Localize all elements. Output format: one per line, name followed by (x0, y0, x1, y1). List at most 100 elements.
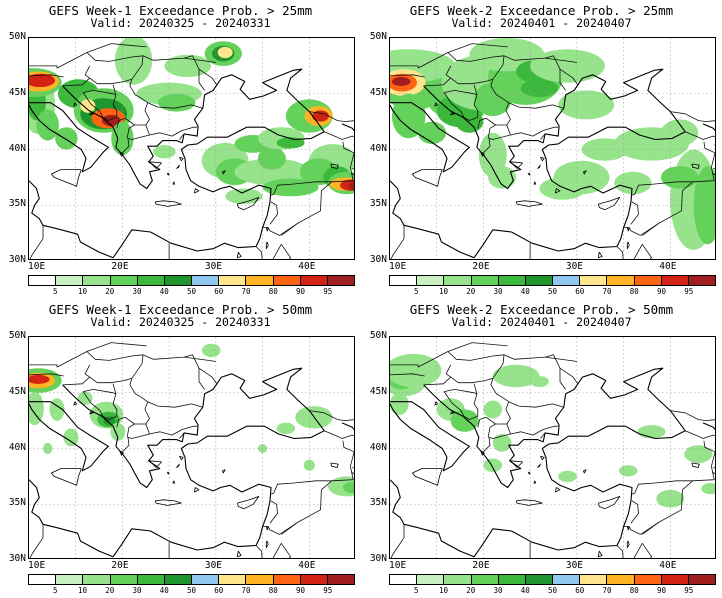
probability-shade-region (618, 465, 638, 477)
colorbar-label: 50 (547, 586, 558, 595)
island-outline (222, 469, 226, 474)
lat-label: 45N (369, 385, 387, 397)
colorbar-label: 30 (493, 287, 503, 296)
island-outline (149, 161, 162, 169)
probability-shade-region (483, 400, 503, 419)
colorbar-label: 50 (186, 287, 197, 296)
panel-title: GEFS Week-1 Exceedance Prob. > 25mm (48, 3, 313, 18)
lon-label: 40E (659, 261, 677, 272)
border-line (714, 152, 715, 154)
border-line (477, 416, 496, 428)
colorbar-label: 10 (438, 287, 449, 296)
lon-label: 30E (204, 261, 223, 272)
island-outline (119, 450, 124, 456)
lat-label: 45N (369, 86, 387, 98)
island-outline (411, 468, 443, 486)
lon-label: 10E (389, 261, 407, 272)
border-line (272, 243, 292, 259)
lat-label: 35N (8, 198, 26, 210)
island-outline (411, 169, 443, 187)
island-outline (626, 540, 630, 549)
colorbar-swatch (246, 276, 274, 285)
colorbar-swatch (498, 575, 526, 584)
lat-label: 40N (369, 441, 387, 453)
island-outline (330, 462, 339, 468)
border-line (184, 57, 216, 63)
island-outline (480, 450, 485, 456)
coastline (702, 123, 715, 132)
lon-label: 10E (28, 560, 46, 571)
panel-title: GEFS Week-1 Exceedance Prob. > 50mm (48, 302, 313, 317)
island-outline (166, 471, 170, 475)
lat-label: 35N (369, 198, 387, 210)
lat-label: 30N (369, 553, 387, 564)
colorbar-label: 40 (159, 586, 169, 595)
colorbar-swatch (219, 575, 247, 584)
border-line (490, 55, 509, 104)
colorbar-label: 30 (132, 586, 142, 595)
border-line (447, 351, 505, 361)
colorbar-swatch (164, 276, 193, 285)
border-line (445, 65, 493, 85)
coastline (29, 367, 325, 558)
colorbar-label: 10 (438, 586, 449, 595)
border-line (122, 433, 150, 453)
lat-label: 40N (8, 441, 26, 453)
border-line (616, 545, 624, 558)
border-line (126, 423, 146, 438)
island-outline (351, 168, 354, 176)
border-line (269, 201, 278, 225)
border-line (390, 373, 425, 377)
colorbar-swatch (56, 276, 84, 285)
lat-label: 30N (8, 254, 26, 265)
island-outline (265, 526, 269, 531)
colorbar-label: 40 (520, 287, 530, 296)
island-outline (597, 196, 621, 211)
probability-shade-region (36, 109, 59, 141)
colorbar-swatch (525, 276, 554, 285)
border-line (84, 364, 132, 384)
island-outline (236, 251, 242, 259)
gridlines (29, 337, 354, 558)
probability-shading (390, 38, 715, 250)
colorbar-swatch (327, 276, 355, 285)
island-outline (166, 172, 170, 176)
colorbar-swatch (390, 575, 418, 584)
border-line (129, 55, 148, 104)
border-line (147, 102, 203, 109)
colorbar-label: 60 (214, 287, 224, 296)
probability-shade-region (55, 127, 78, 150)
colorbar-label: 60 (575, 287, 585, 296)
lat-label: 50N (369, 31, 387, 42)
island-outline (527, 172, 531, 176)
island-outline (149, 460, 162, 468)
colorbar-label: 50 (547, 287, 558, 296)
probability-shade-region (390, 353, 442, 388)
island-outline (172, 480, 176, 484)
probability-shading (390, 353, 715, 508)
probability-shade-region (539, 177, 587, 200)
lat-label: 30N (369, 254, 387, 265)
colorbar-label: 70 (241, 287, 251, 296)
map-svg (29, 337, 354, 558)
colorbar-swatch (56, 575, 84, 584)
border-line (269, 500, 278, 524)
panel-w1-25: GEFS Week-1 Exceedance Prob. > 25mm Valid… (0, 0, 361, 299)
colorbar-label: 20 (466, 586, 476, 595)
border-line (142, 55, 205, 91)
border-line (540, 432, 546, 439)
country-borders (29, 342, 354, 558)
border-line (56, 342, 147, 368)
coastline (390, 68, 686, 259)
probability-shade-region (63, 428, 79, 447)
border-line (630, 201, 639, 225)
border-line (179, 133, 185, 140)
colorbar-swatch (417, 276, 445, 285)
colorbar (389, 574, 716, 585)
colorbar-swatch (498, 276, 526, 285)
probability-shade-region (450, 409, 479, 432)
island-outline (50, 468, 82, 486)
gridlines (390, 38, 715, 259)
island-outline (236, 196, 260, 211)
border-line (483, 433, 511, 453)
